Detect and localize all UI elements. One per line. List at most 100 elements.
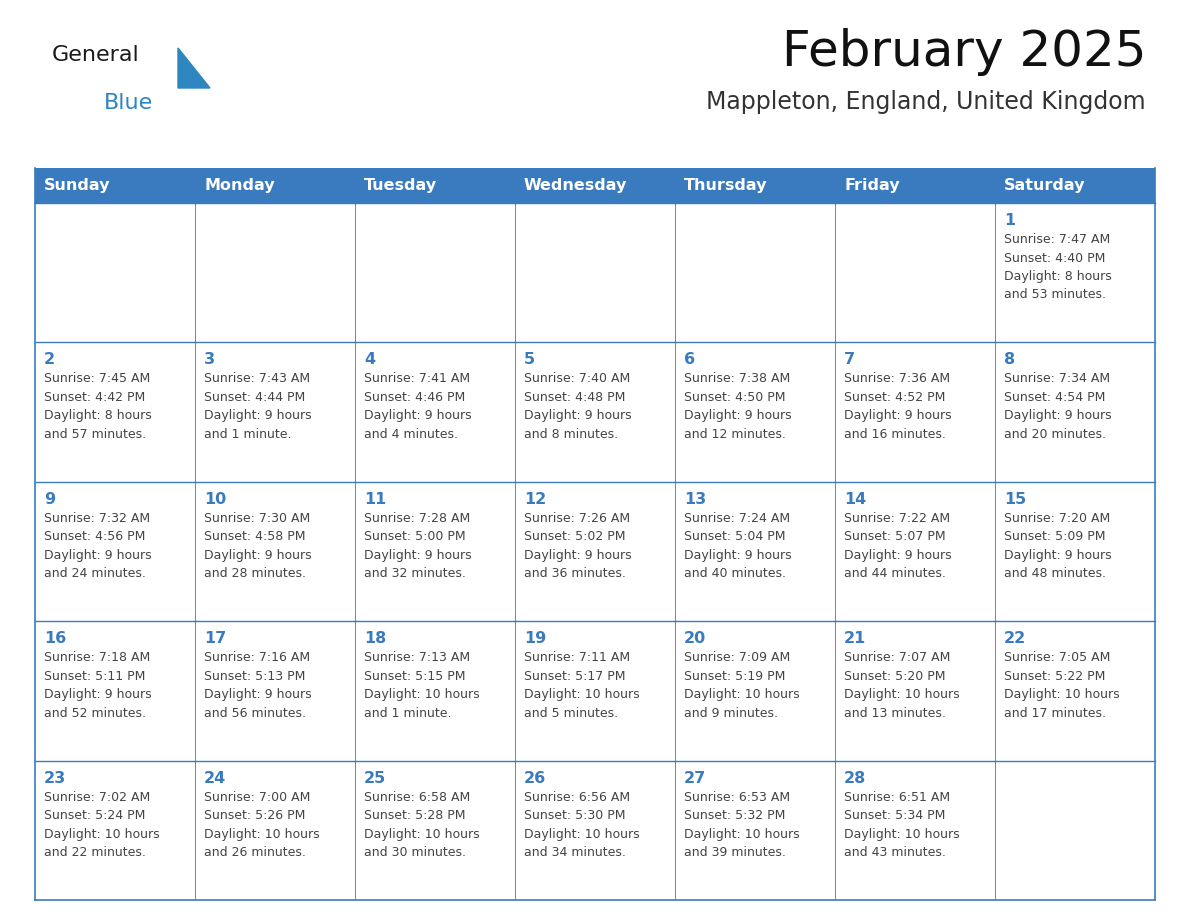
Text: Sunrise: 7:16 AM
Sunset: 5:13 PM
Daylight: 9 hours
and 56 minutes.: Sunrise: 7:16 AM Sunset: 5:13 PM Dayligh… [204, 651, 311, 720]
Text: 2: 2 [44, 353, 55, 367]
Text: Sunrise: 7:02 AM
Sunset: 5:24 PM
Daylight: 10 hours
and 22 minutes.: Sunrise: 7:02 AM Sunset: 5:24 PM Dayligh… [44, 790, 159, 859]
Bar [355, 342, 516, 482]
Bar [996, 168, 1155, 203]
Text: 18: 18 [364, 632, 386, 646]
Text: 23: 23 [44, 770, 67, 786]
Text: Sunrise: 7:30 AM
Sunset: 4:58 PM
Daylight: 9 hours
and 28 minutes.: Sunrise: 7:30 AM Sunset: 4:58 PM Dayligh… [204, 512, 311, 580]
Text: Wednesday: Wednesday [524, 178, 627, 193]
Text: Sunrise: 7:00 AM
Sunset: 5:26 PM
Daylight: 10 hours
and 26 minutes.: Sunrise: 7:00 AM Sunset: 5:26 PM Dayligh… [204, 790, 320, 859]
Text: Sunrise: 7:28 AM
Sunset: 5:00 PM
Daylight: 9 hours
and 32 minutes.: Sunrise: 7:28 AM Sunset: 5:00 PM Dayligh… [364, 512, 472, 580]
Bar [675, 482, 835, 621]
Text: Sunrise: 7:41 AM
Sunset: 4:46 PM
Daylight: 9 hours
and 4 minutes.: Sunrise: 7:41 AM Sunset: 4:46 PM Dayligh… [364, 373, 472, 441]
Bar [516, 761, 675, 900]
Bar [355, 203, 516, 342]
Bar [835, 203, 996, 342]
Text: Sunrise: 7:09 AM
Sunset: 5:19 PM
Daylight: 10 hours
and 9 minutes.: Sunrise: 7:09 AM Sunset: 5:19 PM Dayligh… [684, 651, 800, 720]
Bar [516, 342, 675, 482]
Text: Monday: Monday [204, 178, 274, 193]
Text: 16: 16 [44, 632, 67, 646]
Bar [835, 621, 996, 761]
Bar [195, 168, 355, 203]
Text: 11: 11 [364, 492, 386, 507]
Text: 4: 4 [364, 353, 375, 367]
Bar [516, 621, 675, 761]
Text: Sunrise: 6:58 AM
Sunset: 5:28 PM
Daylight: 10 hours
and 30 minutes.: Sunrise: 6:58 AM Sunset: 5:28 PM Dayligh… [364, 790, 480, 859]
Text: Sunrise: 7:24 AM
Sunset: 5:04 PM
Daylight: 9 hours
and 40 minutes.: Sunrise: 7:24 AM Sunset: 5:04 PM Dayligh… [684, 512, 791, 580]
Text: Sunday: Sunday [44, 178, 110, 193]
Bar [996, 203, 1155, 342]
Text: Saturday: Saturday [1004, 178, 1086, 193]
Text: 27: 27 [684, 770, 706, 786]
Text: Mappleton, England, United Kingdom: Mappleton, England, United Kingdom [707, 90, 1146, 114]
Text: Sunrise: 7:11 AM
Sunset: 5:17 PM
Daylight: 10 hours
and 5 minutes.: Sunrise: 7:11 AM Sunset: 5:17 PM Dayligh… [524, 651, 639, 720]
Text: Sunrise: 7:38 AM
Sunset: 4:50 PM
Daylight: 9 hours
and 12 minutes.: Sunrise: 7:38 AM Sunset: 4:50 PM Dayligh… [684, 373, 791, 441]
Text: 5: 5 [524, 353, 535, 367]
Text: Sunrise: 6:51 AM
Sunset: 5:34 PM
Daylight: 10 hours
and 43 minutes.: Sunrise: 6:51 AM Sunset: 5:34 PM Dayligh… [843, 790, 960, 859]
Text: Sunrise: 7:07 AM
Sunset: 5:20 PM
Daylight: 10 hours
and 13 minutes.: Sunrise: 7:07 AM Sunset: 5:20 PM Dayligh… [843, 651, 960, 720]
Text: 10: 10 [204, 492, 226, 507]
Bar [195, 203, 355, 342]
Text: Tuesday: Tuesday [364, 178, 437, 193]
Text: Sunrise: 7:18 AM
Sunset: 5:11 PM
Daylight: 9 hours
and 52 minutes.: Sunrise: 7:18 AM Sunset: 5:11 PM Dayligh… [44, 651, 152, 720]
Text: Sunrise: 7:45 AM
Sunset: 4:42 PM
Daylight: 8 hours
and 57 minutes.: Sunrise: 7:45 AM Sunset: 4:42 PM Dayligh… [44, 373, 152, 441]
Text: 7: 7 [843, 353, 855, 367]
Text: 20: 20 [684, 632, 706, 646]
Bar [34, 761, 195, 900]
Bar [355, 168, 516, 203]
Text: 14: 14 [843, 492, 866, 507]
Text: 19: 19 [524, 632, 546, 646]
Text: 24: 24 [204, 770, 226, 786]
Text: Sunrise: 7:20 AM
Sunset: 5:09 PM
Daylight: 9 hours
and 48 minutes.: Sunrise: 7:20 AM Sunset: 5:09 PM Dayligh… [1004, 512, 1112, 580]
Text: 12: 12 [524, 492, 546, 507]
Bar [675, 168, 835, 203]
Bar [835, 761, 996, 900]
Text: General: General [52, 45, 140, 65]
Bar [996, 761, 1155, 900]
Bar [34, 482, 195, 621]
Bar [675, 342, 835, 482]
Bar [195, 761, 355, 900]
Text: Sunrise: 7:05 AM
Sunset: 5:22 PM
Daylight: 10 hours
and 17 minutes.: Sunrise: 7:05 AM Sunset: 5:22 PM Dayligh… [1004, 651, 1119, 720]
Bar [996, 621, 1155, 761]
Bar [34, 203, 195, 342]
Bar [835, 482, 996, 621]
Text: Sunrise: 6:53 AM
Sunset: 5:32 PM
Daylight: 10 hours
and 39 minutes.: Sunrise: 6:53 AM Sunset: 5:32 PM Dayligh… [684, 790, 800, 859]
Bar [34, 168, 195, 203]
Text: 25: 25 [364, 770, 386, 786]
Text: Sunrise: 6:56 AM
Sunset: 5:30 PM
Daylight: 10 hours
and 34 minutes.: Sunrise: 6:56 AM Sunset: 5:30 PM Dayligh… [524, 790, 639, 859]
Text: 3: 3 [204, 353, 215, 367]
Bar [835, 342, 996, 482]
Text: 21: 21 [843, 632, 866, 646]
Bar [675, 761, 835, 900]
Text: 17: 17 [204, 632, 226, 646]
Text: Sunrise: 7:43 AM
Sunset: 4:44 PM
Daylight: 9 hours
and 1 minute.: Sunrise: 7:43 AM Sunset: 4:44 PM Dayligh… [204, 373, 311, 441]
Bar [835, 168, 996, 203]
Bar [996, 342, 1155, 482]
Text: 1: 1 [1004, 213, 1015, 228]
Bar [675, 621, 835, 761]
Text: Sunrise: 7:36 AM
Sunset: 4:52 PM
Daylight: 9 hours
and 16 minutes.: Sunrise: 7:36 AM Sunset: 4:52 PM Dayligh… [843, 373, 952, 441]
Text: 9: 9 [44, 492, 55, 507]
Text: February 2025: February 2025 [782, 28, 1146, 76]
Bar [34, 621, 195, 761]
Polygon shape [178, 48, 210, 88]
Bar [195, 342, 355, 482]
Text: Sunrise: 7:40 AM
Sunset: 4:48 PM
Daylight: 9 hours
and 8 minutes.: Sunrise: 7:40 AM Sunset: 4:48 PM Dayligh… [524, 373, 632, 441]
Text: 8: 8 [1004, 353, 1015, 367]
Bar [675, 203, 835, 342]
Bar [516, 168, 675, 203]
Bar [355, 621, 516, 761]
Text: 15: 15 [1004, 492, 1026, 507]
Bar [996, 482, 1155, 621]
Bar [516, 203, 675, 342]
Bar [195, 482, 355, 621]
Text: Sunrise: 7:13 AM
Sunset: 5:15 PM
Daylight: 10 hours
and 1 minute.: Sunrise: 7:13 AM Sunset: 5:15 PM Dayligh… [364, 651, 480, 720]
Text: Sunrise: 7:26 AM
Sunset: 5:02 PM
Daylight: 9 hours
and 36 minutes.: Sunrise: 7:26 AM Sunset: 5:02 PM Dayligh… [524, 512, 632, 580]
Text: 26: 26 [524, 770, 546, 786]
Bar [355, 761, 516, 900]
Text: Blue: Blue [105, 93, 153, 113]
Bar [195, 621, 355, 761]
Bar [355, 482, 516, 621]
Text: Sunrise: 7:47 AM
Sunset: 4:40 PM
Daylight: 8 hours
and 53 minutes.: Sunrise: 7:47 AM Sunset: 4:40 PM Dayligh… [1004, 233, 1112, 301]
Bar [516, 482, 675, 621]
